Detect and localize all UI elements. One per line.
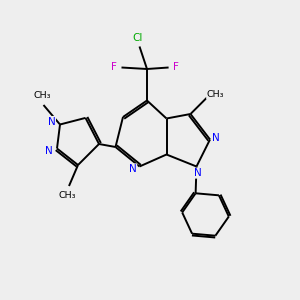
Text: CH₃: CH₃ [59,190,76,200]
Text: N: N [45,146,52,157]
Text: N: N [212,133,219,143]
Text: F: F [173,62,179,73]
Text: N: N [48,116,56,127]
Text: CH₃: CH₃ [33,92,51,100]
Text: Cl: Cl [133,33,143,43]
Text: F: F [111,62,117,73]
Text: CH₃: CH₃ [207,90,224,99]
Text: N: N [194,168,202,178]
Text: N: N [129,164,137,174]
